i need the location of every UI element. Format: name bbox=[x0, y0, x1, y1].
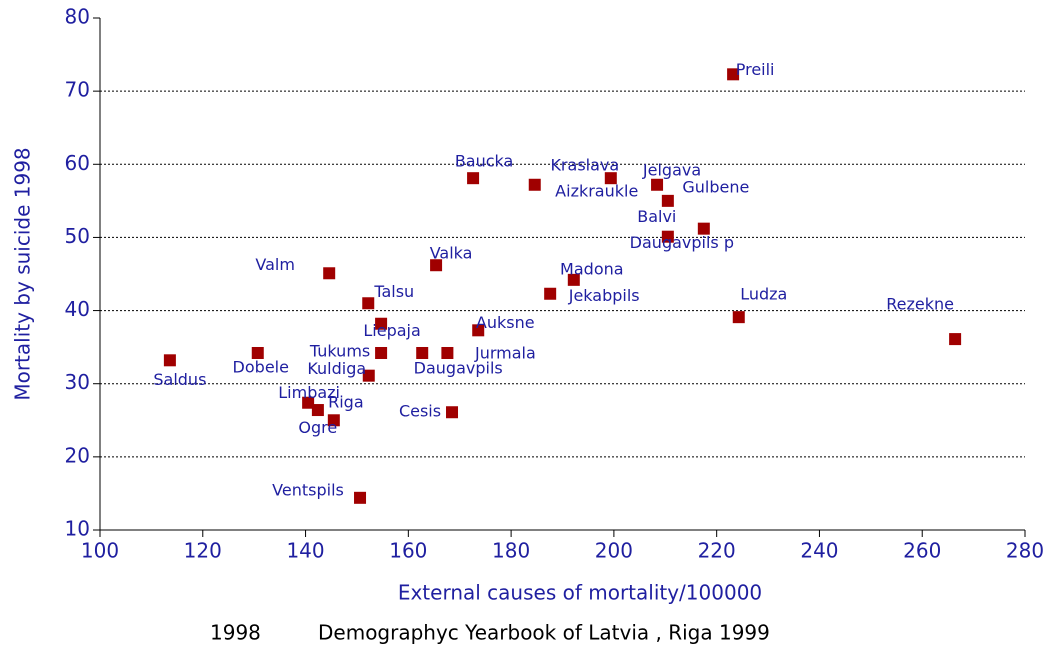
y-tick-label: 20 bbox=[65, 443, 90, 467]
point-label: Balvi bbox=[637, 207, 676, 226]
point-label: Gulbene bbox=[682, 177, 749, 196]
point bbox=[163, 354, 176, 367]
point-label: Jekabpils bbox=[568, 286, 640, 305]
y-tick-label: 70 bbox=[65, 78, 90, 102]
y-tick-label: 10 bbox=[65, 517, 90, 541]
point bbox=[375, 317, 388, 330]
x-tick-label: 280 bbox=[1006, 539, 1044, 563]
point bbox=[567, 273, 580, 286]
point bbox=[251, 346, 264, 359]
point-label: Kraslava bbox=[550, 156, 619, 175]
point bbox=[528, 178, 541, 191]
point-label: Valm bbox=[255, 255, 295, 274]
point bbox=[354, 491, 367, 504]
point-label: Auksne bbox=[476, 313, 535, 332]
y-tick-label: 30 bbox=[65, 370, 90, 394]
point-label: Talsu bbox=[373, 282, 414, 301]
x-tick-label: 200 bbox=[595, 539, 633, 563]
point-label: Daugavpils p bbox=[630, 233, 734, 252]
point bbox=[467, 172, 480, 185]
point bbox=[327, 414, 340, 427]
point-label: Limbazi bbox=[278, 383, 340, 402]
x-tick-label: 120 bbox=[184, 539, 222, 563]
point-label: Baucka bbox=[455, 152, 514, 171]
point bbox=[661, 230, 674, 243]
point bbox=[362, 369, 375, 382]
point bbox=[446, 406, 459, 419]
point-label: Daugavpils bbox=[414, 358, 503, 377]
point bbox=[362, 297, 375, 310]
point bbox=[727, 68, 740, 81]
point-label: Dobele bbox=[233, 357, 289, 376]
x-tick-label: 140 bbox=[286, 539, 324, 563]
point bbox=[472, 324, 485, 337]
point-label: Aizkraukle bbox=[555, 181, 638, 200]
y-tick-label: 60 bbox=[65, 151, 90, 175]
point-label: Madona bbox=[560, 259, 624, 278]
point-label: Rezekne bbox=[886, 295, 954, 314]
point-label: Jurmala bbox=[474, 343, 536, 362]
point bbox=[375, 346, 388, 359]
point bbox=[651, 178, 664, 191]
point bbox=[416, 346, 429, 359]
y-tick-label: 50 bbox=[65, 224, 90, 248]
point bbox=[544, 287, 557, 300]
x-tick-label: 160 bbox=[389, 539, 427, 563]
point bbox=[311, 404, 324, 417]
point bbox=[302, 396, 315, 409]
caption-year: 1998 bbox=[210, 621, 261, 645]
point-label: Tukums bbox=[309, 341, 370, 360]
point bbox=[949, 333, 962, 346]
x-tick-label: 180 bbox=[492, 539, 530, 563]
point bbox=[661, 194, 674, 207]
point-label: Kuldiga bbox=[307, 359, 366, 378]
caption-source: Demographyc Yearbook of Latvia , Riga 19… bbox=[318, 621, 770, 645]
point bbox=[604, 172, 617, 185]
x-tick-label: 260 bbox=[903, 539, 941, 563]
point bbox=[732, 311, 745, 324]
y-axis-label: Mortality by suicide 1998 bbox=[11, 147, 35, 400]
y-tick-label: 40 bbox=[65, 297, 90, 321]
x-axis-label: External causes of mortality/100000 bbox=[398, 581, 762, 605]
y-tick-label: 80 bbox=[65, 5, 90, 29]
point-label: Jelgava bbox=[642, 160, 701, 179]
point-label: Saldus bbox=[153, 370, 206, 389]
point bbox=[697, 222, 710, 235]
point-label: Ludza bbox=[740, 285, 787, 304]
point-label: Riga bbox=[328, 393, 364, 412]
point-label: Preili bbox=[736, 60, 775, 79]
x-tick-label: 220 bbox=[698, 539, 736, 563]
point bbox=[323, 267, 336, 280]
x-tick-label: 100 bbox=[81, 539, 119, 563]
point-label: Ventspils bbox=[272, 480, 344, 499]
point-label: Valka bbox=[430, 244, 473, 263]
point bbox=[441, 346, 454, 359]
point-label: Ogre bbox=[298, 418, 337, 437]
point-label: Cesis bbox=[399, 402, 441, 421]
point bbox=[430, 259, 443, 272]
point-label: Liepaja bbox=[363, 321, 420, 340]
x-tick-label: 240 bbox=[800, 539, 838, 563]
